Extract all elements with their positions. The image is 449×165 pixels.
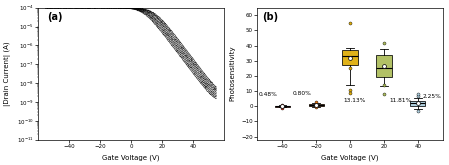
Text: 0.80%: 0.80% [293, 91, 312, 96]
PathPatch shape [410, 101, 426, 105]
PathPatch shape [308, 104, 324, 106]
PathPatch shape [275, 106, 290, 107]
Text: 0.48%: 0.48% [259, 92, 277, 97]
X-axis label: Gate Voltage (V): Gate Voltage (V) [321, 154, 379, 161]
Text: (a): (a) [47, 12, 63, 22]
Text: 2.25%: 2.25% [423, 94, 442, 99]
PathPatch shape [376, 55, 392, 77]
PathPatch shape [343, 50, 358, 65]
Text: (b): (b) [263, 12, 279, 22]
Text: 13.13%: 13.13% [343, 98, 365, 103]
X-axis label: Gate Voltage (V): Gate Voltage (V) [102, 154, 160, 161]
Y-axis label: |Drain Current| (A): |Drain Current| (A) [4, 41, 11, 106]
Y-axis label: Photosensitivity: Photosensitivity [229, 46, 236, 101]
Text: 11.81%: 11.81% [389, 98, 411, 103]
